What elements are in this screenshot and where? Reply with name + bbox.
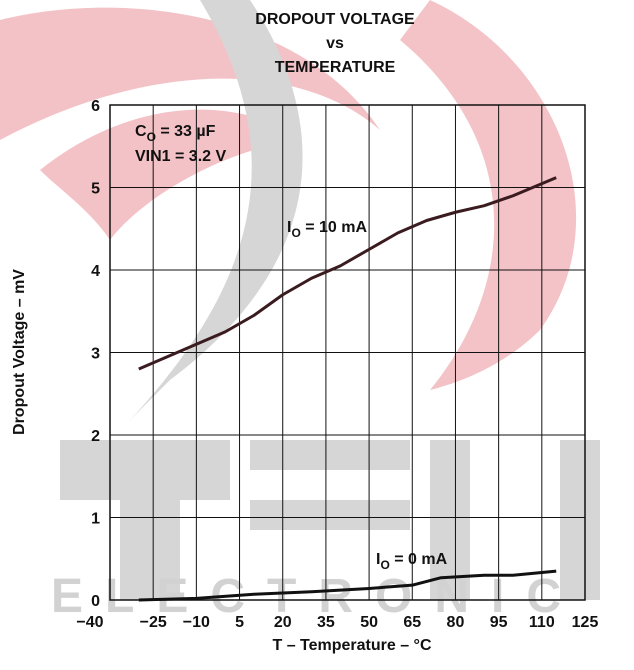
y-tick-label: 6	[91, 98, 100, 115]
x-tick-label: 5	[235, 614, 244, 631]
series-line	[138, 176, 557, 371]
x-tick-label: 125	[572, 614, 599, 631]
watermark-shapes	[0, 0, 600, 600]
x-tick-label: 110	[529, 614, 555, 631]
x-tick-label: 35	[317, 614, 335, 631]
y-tick-label: 5	[91, 181, 100, 198]
x-tick-label: −10	[183, 614, 210, 631]
chart-title-line: vs	[326, 35, 344, 52]
x-tick-label: 95	[490, 614, 508, 631]
series-label-rest: = 10 mA	[301, 219, 368, 236]
series-label-main: I	[376, 551, 380, 568]
series-label-sub: O	[380, 558, 389, 572]
x-tick-label: 80	[447, 614, 465, 631]
series-line	[138, 569, 557, 602]
series-label: IO = 10 mA	[287, 219, 368, 240]
series-label-rest: = 0 mA	[390, 551, 448, 568]
x-tick-label: −25	[140, 614, 167, 631]
series-label-sub: O	[291, 226, 300, 240]
chart-title-line: DROPOUT VOLTAGE	[255, 11, 415, 28]
y-tick-label: 4	[91, 263, 100, 280]
annotation-sub: O	[147, 130, 156, 144]
annotation-rest: = 33 µF	[156, 123, 216, 140]
x-tick-label: −40	[76, 614, 103, 631]
watermark-text: ELECTRONIC	[51, 570, 583, 623]
y-tick-label: 3	[91, 346, 100, 363]
chart-title: DROPOUT VOLTAGE vs TEMPERATURE	[255, 11, 415, 76]
annotation-main: C	[135, 123, 147, 140]
y-tick-label: 2	[91, 428, 100, 445]
y-tick-label: 1	[91, 511, 100, 528]
y-tick-label: 0	[91, 593, 100, 610]
annotation: VIN1 = 3.2 V	[135, 148, 226, 165]
x-tick-label: 65	[403, 614, 421, 631]
series-label: IO = 0 mA	[376, 551, 448, 572]
chart-title-line: TEMPERATURE	[275, 59, 396, 76]
annotation: CO = 33 µF	[135, 123, 216, 144]
x-tick-label: 20	[274, 614, 292, 631]
series-label-main: I	[287, 219, 291, 236]
y-axis-label: Dropout Voltage – mV	[11, 269, 28, 435]
x-tick-label: 50	[360, 614, 378, 631]
x-axis-label: T – Temperature – °C	[272, 637, 431, 654]
plot-frame	[109, 104, 586, 601]
annotation-main: VIN1 = 3.2 V	[135, 148, 226, 165]
